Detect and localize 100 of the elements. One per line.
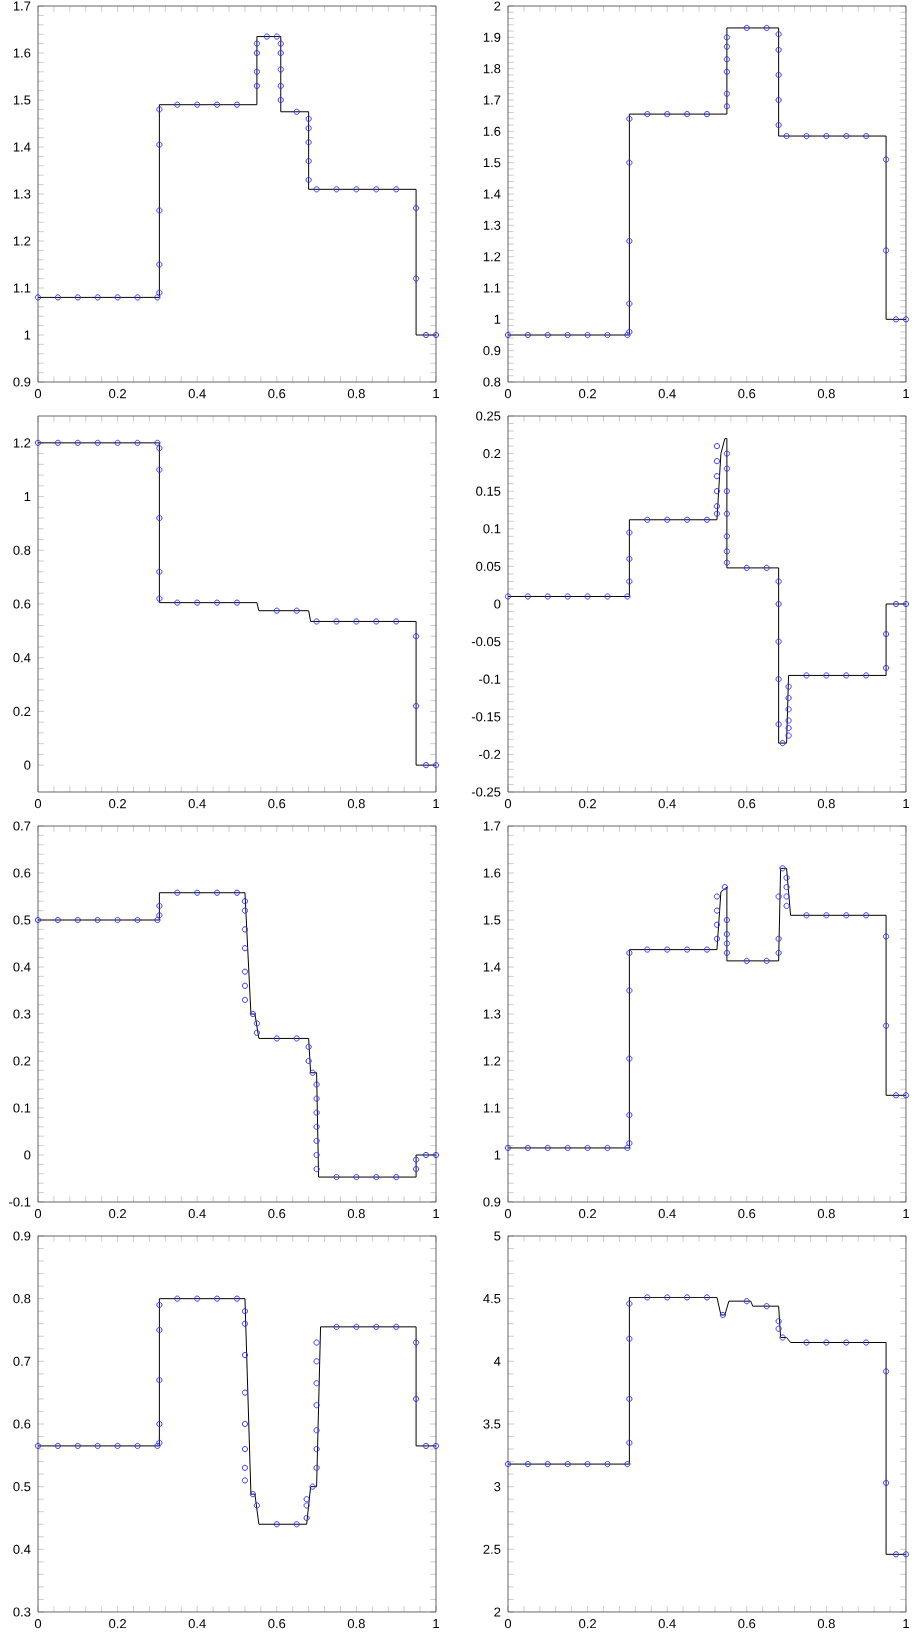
point [412, 205, 420, 212]
point [54, 439, 61, 446]
point [723, 533, 730, 540]
point [504, 1144, 512, 1152]
point [249, 1010, 257, 1018]
point [277, 82, 284, 90]
point [412, 275, 420, 282]
point [785, 732, 792, 739]
point [723, 90, 730, 97]
point [194, 1295, 201, 1302]
point [214, 599, 221, 606]
point [313, 1095, 320, 1102]
point [763, 957, 770, 964]
point [723, 68, 730, 75]
point [305, 1057, 312, 1065]
point [803, 912, 810, 919]
point [241, 1445, 249, 1453]
point [333, 1173, 340, 1181]
point [194, 101, 201, 108]
point [783, 884, 790, 891]
point [432, 331, 440, 339]
point [626, 328, 633, 335]
point [74, 439, 81, 446]
point [273, 607, 280, 614]
line-series [507, 867, 906, 1149]
point [902, 600, 910, 608]
point [373, 1323, 380, 1330]
point [713, 473, 721, 480]
point [313, 1445, 320, 1453]
point [803, 672, 810, 679]
point [863, 912, 870, 919]
point [902, 1551, 910, 1558]
point [524, 331, 531, 339]
point [412, 1339, 420, 1346]
point [422, 331, 430, 339]
point [823, 1339, 830, 1346]
point [293, 1035, 300, 1042]
point [74, 294, 81, 301]
point [703, 111, 711, 118]
point [902, 1092, 910, 1099]
point [723, 56, 730, 63]
point [233, 889, 241, 896]
point [156, 1439, 163, 1446]
point [544, 1144, 551, 1152]
point [156, 1326, 163, 1334]
point [723, 940, 730, 947]
point [713, 503, 721, 510]
point [882, 1022, 890, 1029]
point [843, 132, 850, 140]
point [882, 1479, 890, 1486]
point [843, 912, 850, 919]
line-series [38, 892, 436, 1178]
point [277, 49, 284, 57]
point [241, 898, 249, 905]
point [584, 1144, 591, 1152]
point [273, 1035, 280, 1042]
point [713, 935, 721, 942]
point [241, 1389, 249, 1396]
point [253, 68, 260, 75]
point [626, 529, 633, 536]
point [134, 294, 141, 301]
point [74, 916, 81, 924]
point [241, 982, 249, 989]
point [763, 1303, 770, 1310]
point [823, 672, 830, 679]
point [504, 1460, 512, 1468]
point [114, 1442, 121, 1450]
point [54, 294, 61, 301]
point [74, 1442, 81, 1450]
point [156, 289, 163, 296]
point [783, 893, 790, 900]
point [233, 1295, 241, 1302]
point [94, 294, 101, 301]
point [393, 618, 400, 625]
point [723, 43, 730, 50]
point [626, 1439, 633, 1446]
point [241, 1477, 249, 1484]
point [775, 31, 782, 38]
point [713, 921, 721, 928]
point [156, 902, 163, 910]
point [584, 593, 591, 600]
point [305, 115, 312, 122]
point [743, 1298, 750, 1305]
point [353, 1323, 360, 1330]
point [843, 1339, 850, 1346]
point [843, 672, 850, 679]
point [373, 618, 380, 625]
point [422, 1442, 430, 1450]
point [233, 599, 241, 606]
point [313, 1380, 320, 1387]
point [882, 933, 890, 940]
point [723, 510, 730, 517]
point [775, 71, 782, 79]
point [584, 1460, 591, 1468]
point [892, 1551, 900, 1558]
point [644, 516, 651, 523]
point [156, 141, 163, 148]
point [313, 1427, 320, 1434]
point [194, 889, 201, 896]
point [743, 24, 750, 32]
